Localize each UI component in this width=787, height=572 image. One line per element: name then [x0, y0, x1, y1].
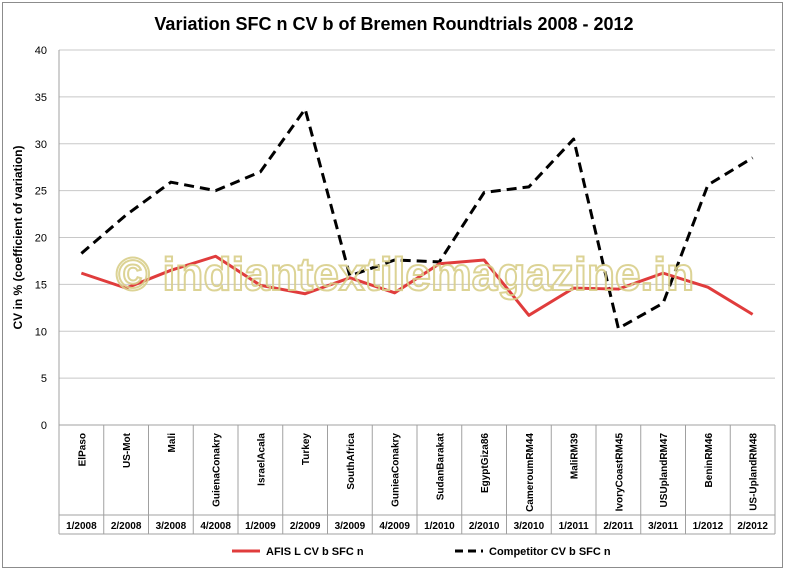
series-line-afis [80, 254, 754, 317]
x-tick-label: GuienaConakry [212, 433, 223, 507]
period-label: 1/2011 [559, 521, 589, 532]
y-tick-label: 0 [41, 420, 47, 432]
period-label: 1/2009 [245, 521, 276, 532]
y-tick-label: 25 [35, 186, 47, 198]
x-tick-label: ElPaso [77, 433, 88, 466]
gridlines [58, 49, 775, 426]
x-tick-label: IvoryCoastRM45 [614, 433, 625, 512]
period-label: 2/2008 [111, 521, 142, 532]
period-label: 1/2010 [424, 521, 455, 532]
x-tick-label: MaliRM39 [570, 433, 581, 480]
x-tick-label: IsraelAcala [256, 433, 267, 486]
x-tick-label: US-Mot [122, 432, 133, 468]
period-label: 1/2008 [66, 521, 97, 532]
y-tick-label: 15 [35, 279, 47, 291]
y-tick-label: 35 [35, 92, 47, 104]
x-tick-label: EgyptGiza86 [480, 433, 491, 493]
chart-title: Variation SFC n CV b of Bremen Roundtria… [154, 14, 633, 34]
period-label: 1/2012 [693, 521, 724, 532]
x-tick-label: SudanBarakat [435, 432, 446, 500]
period-label: 3/2009 [335, 521, 366, 532]
x-tick-label: BeninRM46 [704, 433, 715, 488]
series-line-competitor [80, 107, 754, 330]
y-tick-label: 40 [35, 45, 47, 57]
category-table: ElPaso US-Mot Mali GuienaConakry IsraelAcala… [58, 424, 776, 535]
period-label: 3/2010 [514, 521, 545, 532]
x-tick-label: US-UplandRM48 [749, 433, 760, 511]
x-tick-label: CameroumRM44 [525, 433, 536, 512]
y-tick-label: 30 [35, 139, 47, 151]
period-label: 3/2008 [156, 521, 187, 532]
x-tick-label: USUplandRM47 [659, 433, 670, 508]
x-tick-label: Turkey [301, 433, 312, 465]
period-label: 2/2012 [737, 521, 768, 532]
y-tick-label: 10 [35, 326, 47, 338]
y-tick-label: 20 [35, 233, 47, 245]
period-label: 4/2008 [200, 521, 231, 532]
legend: AFIS L CV b SFC n Competitor CV b SFC n [232, 546, 611, 558]
watermark-text: © indiantextilemagazine.in [116, 248, 694, 300]
legend-label: Competitor CV b SFC n [489, 546, 611, 558]
period-label: 2/2010 [469, 521, 500, 532]
y-axis-ticks: 0 5 10 15 20 25 30 35 40 [35, 45, 47, 432]
series-lines [80, 107, 754, 330]
x-tick-label: SouthAfrica [346, 433, 357, 490]
period-label: 4/2009 [379, 521, 410, 532]
legend-label: AFIS L CV b SFC n [266, 546, 364, 558]
y-tick-label: 5 [41, 373, 47, 385]
period-label: 3/2011 [648, 521, 678, 532]
period-label: 2/2011 [603, 521, 633, 532]
x-tick-label: GunieaConakry [391, 433, 402, 507]
period-label: 2/2009 [290, 521, 321, 532]
y-axis-label: CV in % (coefficient of variation) [11, 145, 25, 329]
x-tick-label: Mali [167, 433, 178, 453]
